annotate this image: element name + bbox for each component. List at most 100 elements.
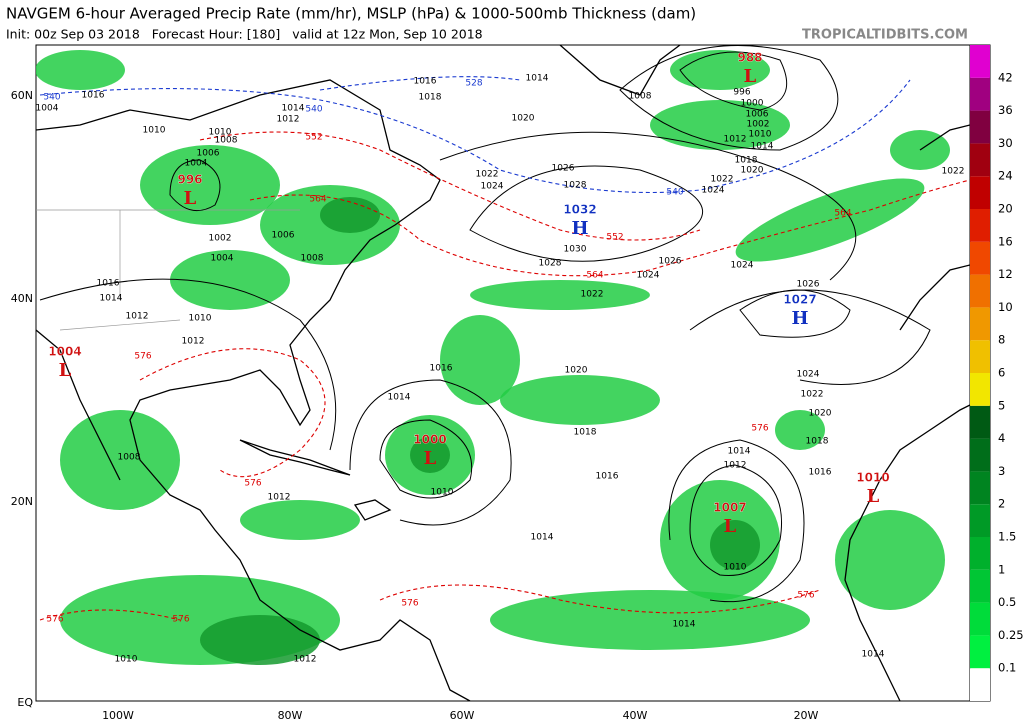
contour-label: 1022 [801, 390, 824, 400]
colorbar-label: 20 [998, 202, 1013, 216]
contour-label: 1002 [209, 234, 232, 244]
colorbar-swatch [970, 635, 990, 669]
contour-label: 1018 [574, 428, 597, 438]
contour-label: 576 [46, 615, 63, 625]
longitude-label: 100W [102, 709, 134, 722]
contour-label: 1014 [526, 74, 549, 84]
contour-label: 1012 [277, 115, 300, 125]
contour-label: 1016 [596, 472, 619, 482]
colorbar-label: 6 [998, 366, 1005, 380]
colorbar-swatch [970, 209, 990, 242]
contour-label: 1014 [388, 393, 411, 403]
coastlines [36, 45, 970, 701]
map-body: 996L988L1032H1027H1004L1000L1007L1010L10… [36, 45, 970, 701]
pressure-value: 1004 [48, 345, 81, 359]
contour-label: 1008 [215, 136, 238, 146]
colorbar-label: 1.5 [998, 530, 1016, 544]
colorbar-label: 0.25 [998, 628, 1024, 642]
colorbar-swatch [970, 537, 990, 570]
contour-label: 1024 [731, 261, 754, 271]
colorbar-label: 12 [998, 267, 1013, 281]
contour-label: 1008 [118, 453, 141, 463]
colorbar-label: 2 [998, 497, 1005, 511]
colorbar-label: 36 [998, 103, 1013, 117]
colorbar-swatch [970, 77, 990, 111]
contour-label: 1022 [711, 175, 734, 185]
contour-label: 576 [751, 424, 768, 434]
colorbar-swatch [970, 176, 990, 209]
colorbar-swatch [970, 504, 990, 537]
pressure-letter: L [184, 188, 197, 209]
contour-label: 1006 [746, 110, 769, 120]
contour-label: 1002 [747, 120, 770, 130]
pressure-value: 988 [737, 51, 762, 65]
contour-label: 552 [305, 133, 322, 143]
pressure-letter: H [791, 308, 808, 329]
colorbar-label: 10 [998, 300, 1013, 314]
colorbar-swatch [970, 340, 990, 373]
contour-label: 1010 [115, 655, 138, 665]
contour-label: 1010 [143, 126, 166, 136]
colorbar-label: 0.5 [998, 595, 1016, 609]
pressure-value: 1010 [856, 471, 889, 485]
colorbar-label: 5 [998, 398, 1005, 412]
contour-label: 1020 [512, 114, 535, 124]
longitude-label: 60W [450, 709, 475, 722]
contour-label: 1016 [430, 364, 453, 374]
contour-label: 1012 [268, 493, 291, 503]
contour-label: 1014 [531, 533, 554, 543]
colorbar-label: 24 [998, 169, 1013, 183]
contour-label: 1012 [126, 312, 149, 322]
contour-label: 1026 [797, 280, 820, 290]
contour-label: 1026 [659, 257, 682, 267]
credit: TROPICALTIDBITS.COM [802, 28, 968, 43]
colorbar-label: 30 [998, 136, 1013, 150]
contour-label: 552 [606, 233, 623, 243]
colorbar-swatch [970, 373, 990, 406]
colorbar-swatch [970, 471, 990, 505]
contour-label: 576 [134, 352, 151, 362]
contour-label: 1014 [728, 447, 751, 457]
contour-label: 576 [244, 479, 261, 489]
contour-label: 1018 [735, 156, 758, 166]
colorbar-swatch [970, 438, 990, 472]
contour-label: 1022 [476, 170, 499, 180]
contour-label: 1004 [211, 254, 234, 264]
contour-label: 1014 [673, 620, 696, 630]
colorbar-swatch [970, 307, 990, 341]
pressure-letter: H [571, 218, 588, 239]
longitude-label: 40W [623, 709, 648, 722]
contour-label: 1022 [581, 290, 604, 300]
contour-label: 540 [43, 93, 60, 103]
contour-label: 1012 [294, 655, 317, 665]
contour-label: 1028 [539, 259, 562, 269]
contour-label: 1024 [637, 271, 660, 281]
colorbar-swatch [970, 668, 990, 701]
contour-label: 1020 [565, 366, 588, 376]
contour-label: 576 [172, 615, 189, 625]
contour-label: 576 [401, 599, 418, 609]
colorbar-swatch [970, 405, 990, 439]
contour-label: 1010 [189, 314, 212, 324]
contour-label: 1020 [741, 166, 764, 176]
colorbar-label: 0.1 [998, 661, 1016, 675]
latitude-label: 40N [11, 292, 33, 305]
subtitle: Init: 00z Sep 03 2018 Forecast Hour: [18… [6, 27, 483, 42]
pressure-letter: L [724, 516, 737, 537]
contour-label: 1018 [419, 93, 442, 103]
colorbar-label: 16 [998, 234, 1013, 248]
contour-label: 1010 [209, 128, 232, 138]
pressure-value: 1000 [413, 433, 446, 447]
title: NAVGEM 6-hour Averaged Precip Rate (mm/h… [6, 5, 696, 23]
contours [39, 45, 970, 621]
contour-label: 1006 [197, 149, 220, 159]
longitude-label: 20W [794, 709, 819, 722]
pressure-letter: L [867, 486, 880, 507]
contour-label: 1014 [100, 294, 123, 304]
contour-label: 1020 [809, 409, 832, 419]
latitude-label: 20N [11, 495, 33, 508]
contour-label: 1024 [481, 182, 504, 192]
contour-label: 1010 [749, 130, 772, 140]
contour-label: 1008 [629, 92, 652, 102]
